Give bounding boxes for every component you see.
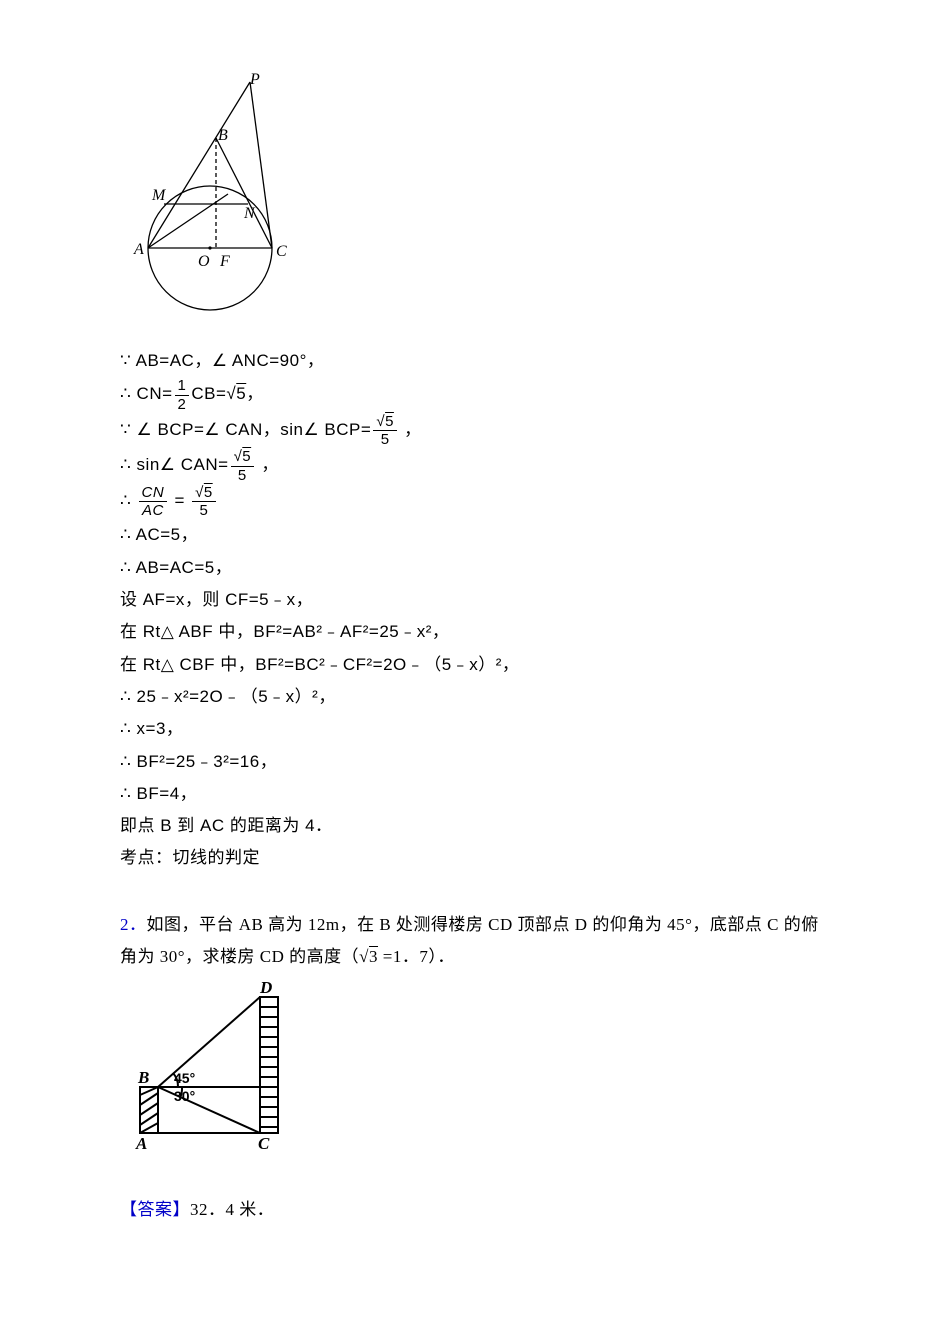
fig2-angle-30: 30° <box>174 1088 195 1104</box>
step-14: ∴ BF=4， <box>120 778 945 810</box>
problem-2-line2: 角为 30°，求楼房 CD 的高度（√3 =1．7）． <box>120 941 945 973</box>
sqrt5-a-body: 5 <box>236 385 246 404</box>
fig1-label-C: C <box>276 243 287 260</box>
frac-sqrt5-5-c-num: √5 <box>192 484 216 501</box>
step-3-pre: ∵ ∠ BCP=∠ CAN，sin∠ BCP= <box>120 420 371 439</box>
frac-sqrt5-5-b-num-body: 5 <box>242 448 251 465</box>
step-12: ∴ x=3， <box>120 713 945 745</box>
sqrt3-body: 3 <box>369 947 378 966</box>
step-3: ∵ ∠ BCP=∠ CAN，sin∠ BCP=√55 ， <box>120 413 945 449</box>
step-4: ∴ sin∠ CAN=√55 ， <box>120 448 945 484</box>
step-9: 在 Rt△ ABF 中，BF²=AB²﹣AF²=25﹣x²， <box>120 616 945 648</box>
frac-sqrt5-5-b-num: √5 <box>231 448 255 465</box>
problem-2-number: 2． <box>120 915 147 934</box>
frac-cn-ac: CNAC <box>139 484 168 520</box>
fig1-label-F: F <box>219 253 230 270</box>
step-5-pre: ∴ <box>120 491 137 510</box>
frac-half-den: 2 <box>175 395 190 413</box>
step-5-eq: = <box>169 491 190 510</box>
fig1-label-M: M <box>151 187 167 204</box>
step-16: 考点：切线的判定 <box>120 842 945 874</box>
step-6: ∴ AC=5， <box>120 519 945 551</box>
step-13: ∴ BF²=25﹣3²=16， <box>120 746 945 778</box>
answer-label: 【答案】 <box>120 1200 190 1219</box>
figure-1: P B M N A O F C <box>120 70 945 331</box>
problem-2-answer-line: 【答案】32．4 米． <box>120 1194 945 1226</box>
fig1-label-O: O <box>198 253 210 270</box>
frac-cn-ac-num: CN <box>139 484 168 501</box>
problem-2-line1: 2．如图，平台 AB 高为 12m，在 B 处测得楼房 CD 顶部点 D 的仰角… <box>120 909 945 941</box>
frac-half-num: 1 <box>175 377 190 394</box>
sqrt5-a: √5 <box>226 385 246 404</box>
sqrt3: √3 <box>359 947 378 966</box>
step-8: 设 AF=x，则 CF=5﹣x， <box>120 584 945 616</box>
problem-2-text-b-pre: 角为 30°，求楼房 CD 的高度（ <box>120 947 359 966</box>
frac-sqrt5-5-a-num-body: 5 <box>385 413 394 430</box>
step-15: 即点 B 到 AC 的距离为 4． <box>120 810 945 842</box>
step-10: 在 Rt△ CBF 中，BF²=BC²﹣CF²=2O﹣（5﹣x）²， <box>120 649 945 681</box>
step-2: ∴ CN=12CB=√5， <box>120 377 945 413</box>
step-4-pre: ∴ sin∠ CAN= <box>120 456 229 475</box>
frac-sqrt5-5-a-num: √5 <box>373 413 397 430</box>
frac-sqrt5-5-a: √55 <box>373 413 397 449</box>
frac-sqrt5-5-c: √55 <box>192 484 216 520</box>
fig1-label-N: N <box>243 205 256 222</box>
frac-sqrt5-5-b-den: 5 <box>231 466 255 484</box>
frac-cn-ac-den: AC <box>139 501 168 519</box>
step-2-tail: ， <box>246 385 264 404</box>
frac-half: 12 <box>175 377 190 413</box>
frac-sqrt5-5-b: √55 <box>231 448 255 484</box>
step-5: ∴ CNAC = √55 <box>120 484 945 520</box>
step-4-tail: ， <box>256 456 279 475</box>
problem-2-text-b-post: =1．7）． <box>378 947 455 966</box>
problem-2-text-a: 如图，平台 AB 高为 12m，在 B 处测得楼房 CD 顶部点 D 的仰角为 … <box>147 915 819 934</box>
fig2-label-D: D <box>259 979 272 997</box>
fig1-label-B: B <box>218 127 228 144</box>
frac-sqrt5-5-a-den: 5 <box>373 430 397 448</box>
frac-sqrt5-5-c-den: 5 <box>192 501 216 519</box>
frac-sqrt5-5-c-num-body: 5 <box>204 484 213 501</box>
fig1-label-P: P <box>249 71 260 88</box>
figure-2-svg: D B A C 45° 30° <box>120 979 305 1154</box>
figure-2: D B A C 45° 30° <box>120 979 945 1165</box>
step-2-mid: CB= <box>191 385 226 404</box>
answer-value: 32．4 米． <box>190 1200 274 1219</box>
fig2-label-B: B <box>137 1068 149 1087</box>
step-11: ∴ 25﹣x²=2O﹣（5﹣x）²， <box>120 681 945 713</box>
fig2-label-A: A <box>135 1134 147 1153</box>
problem-2: 2．如图，平台 AB 高为 12m，在 B 处测得楼房 CD 顶部点 D 的仰角… <box>120 909 945 974</box>
problem-2-answer: 【答案】32．4 米． <box>120 1194 945 1226</box>
fig1-label-A: A <box>133 241 144 258</box>
step-7: ∴ AB=AC=5， <box>120 552 945 584</box>
step-3-tail: ， <box>399 420 422 439</box>
figure-1-svg: P B M N A O F C <box>120 70 310 320</box>
step-2-pre: ∴ CN= <box>120 385 173 404</box>
step-1: ∵ AB=AC，∠ ANC=90°， <box>120 345 945 377</box>
fig2-label-C: C <box>258 1134 270 1153</box>
fig2-angle-45: 45° <box>174 1070 195 1086</box>
